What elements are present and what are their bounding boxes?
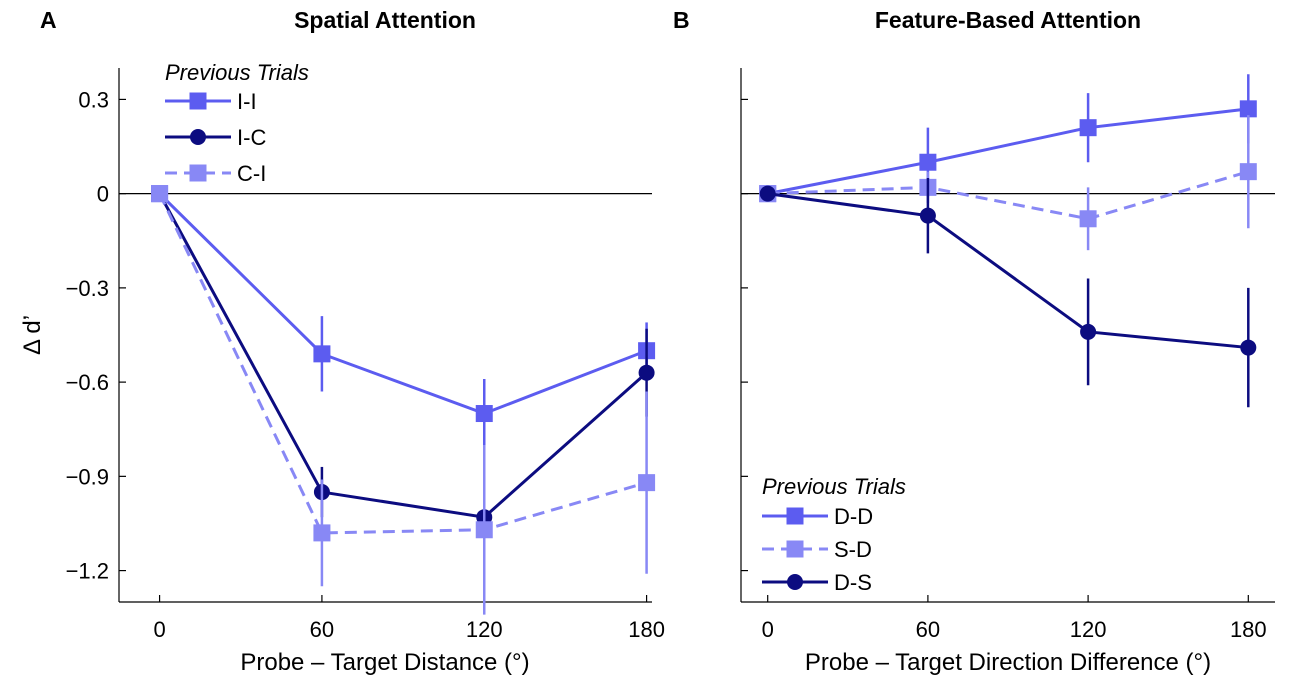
series-line	[767, 192, 1249, 350]
legend-label: S-D	[834, 537, 872, 562]
series-line	[767, 107, 1249, 196]
panel-a-y-axis-label: Δ d’	[19, 315, 46, 355]
panel-b-series-d-d	[759, 74, 1257, 203]
legend-label: D-D	[834, 504, 873, 529]
data-point	[919, 153, 937, 171]
legend-label: I-I	[237, 89, 257, 114]
data-point	[313, 345, 331, 363]
legend-title: Previous Trials	[165, 60, 309, 85]
panel-b-x-axis-label: Probe – Target Direction Difference (°)	[805, 649, 1211, 676]
legend-label: D-S	[834, 570, 872, 595]
legend-marker	[786, 540, 804, 558]
panel-a-y-tick-label: 0	[97, 182, 109, 207]
legend-title: Previous Trials	[762, 474, 906, 499]
data-point	[151, 185, 169, 203]
series-line	[767, 170, 1249, 221]
legend-label: I-C	[237, 125, 266, 150]
panel-a-series-c-i	[151, 185, 656, 615]
data-point	[1080, 323, 1097, 340]
data-point	[475, 521, 493, 539]
panel-b-x-tick-label: 0	[762, 617, 774, 642]
data-point	[1239, 100, 1257, 118]
panel-a-x-tick-label: 120	[466, 617, 503, 642]
panel-a-title: Spatial Attention	[294, 7, 476, 33]
panel-b-series-d-s	[759, 177, 1257, 408]
series-line	[158, 192, 648, 416]
legend-label: C-I	[237, 161, 266, 186]
data-point	[1239, 163, 1257, 181]
data-point	[1079, 119, 1097, 137]
panel-a: A Spatial Attention Probe – Target Dista…	[19, 7, 665, 676]
panel-b-x-tick-label: 60	[916, 617, 940, 642]
panel-b-series-s-d	[759, 115, 1257, 251]
panel-letter-a: A	[40, 7, 57, 33]
panel-b-x-tick-label: 180	[1230, 617, 1267, 642]
data-point	[475, 405, 493, 423]
panel-letter-b: B	[673, 7, 690, 33]
data-point	[638, 474, 656, 492]
data-point	[759, 185, 776, 202]
panel-a-y-tick-label: −0.6	[66, 370, 109, 395]
data-point	[638, 364, 655, 381]
data-point	[919, 207, 936, 224]
panel-b-title: Feature-Based Attention	[875, 7, 1141, 33]
panel-a-y-tick-label: −1.2	[66, 559, 109, 584]
data-point	[1079, 210, 1097, 228]
panel-a-x-axis-label: Probe – Target Distance (°)	[240, 649, 529, 676]
panel-a-x-tick-label: 0	[153, 617, 165, 642]
panel-a-legend: Previous Trials I-I I-C C-I	[165, 60, 309, 186]
panel-a-y-tick-label: −0.9	[66, 464, 109, 489]
panel-b-x-tick-label: 120	[1070, 617, 1107, 642]
panel-a-y-tick-label: 0.3	[78, 87, 109, 112]
panel-a-x-tick-label: 60	[310, 617, 334, 642]
legend-marker	[189, 164, 207, 182]
data-point	[1240, 339, 1257, 356]
legend-marker	[190, 129, 206, 145]
data-point	[313, 524, 331, 542]
panel-b: B Feature-Based Attention Probe – Target…	[673, 7, 1275, 676]
legend-marker	[189, 92, 207, 110]
legend-marker	[786, 507, 804, 525]
panel-b-legend: Previous Trials D-D S-D D-S	[762, 474, 906, 595]
series-line	[158, 192, 648, 535]
legend-marker	[787, 574, 803, 590]
panel-a-x-tick-label: 180	[628, 617, 665, 642]
panel-a-y-tick-label: −0.3	[66, 276, 109, 301]
series-line	[158, 192, 648, 519]
